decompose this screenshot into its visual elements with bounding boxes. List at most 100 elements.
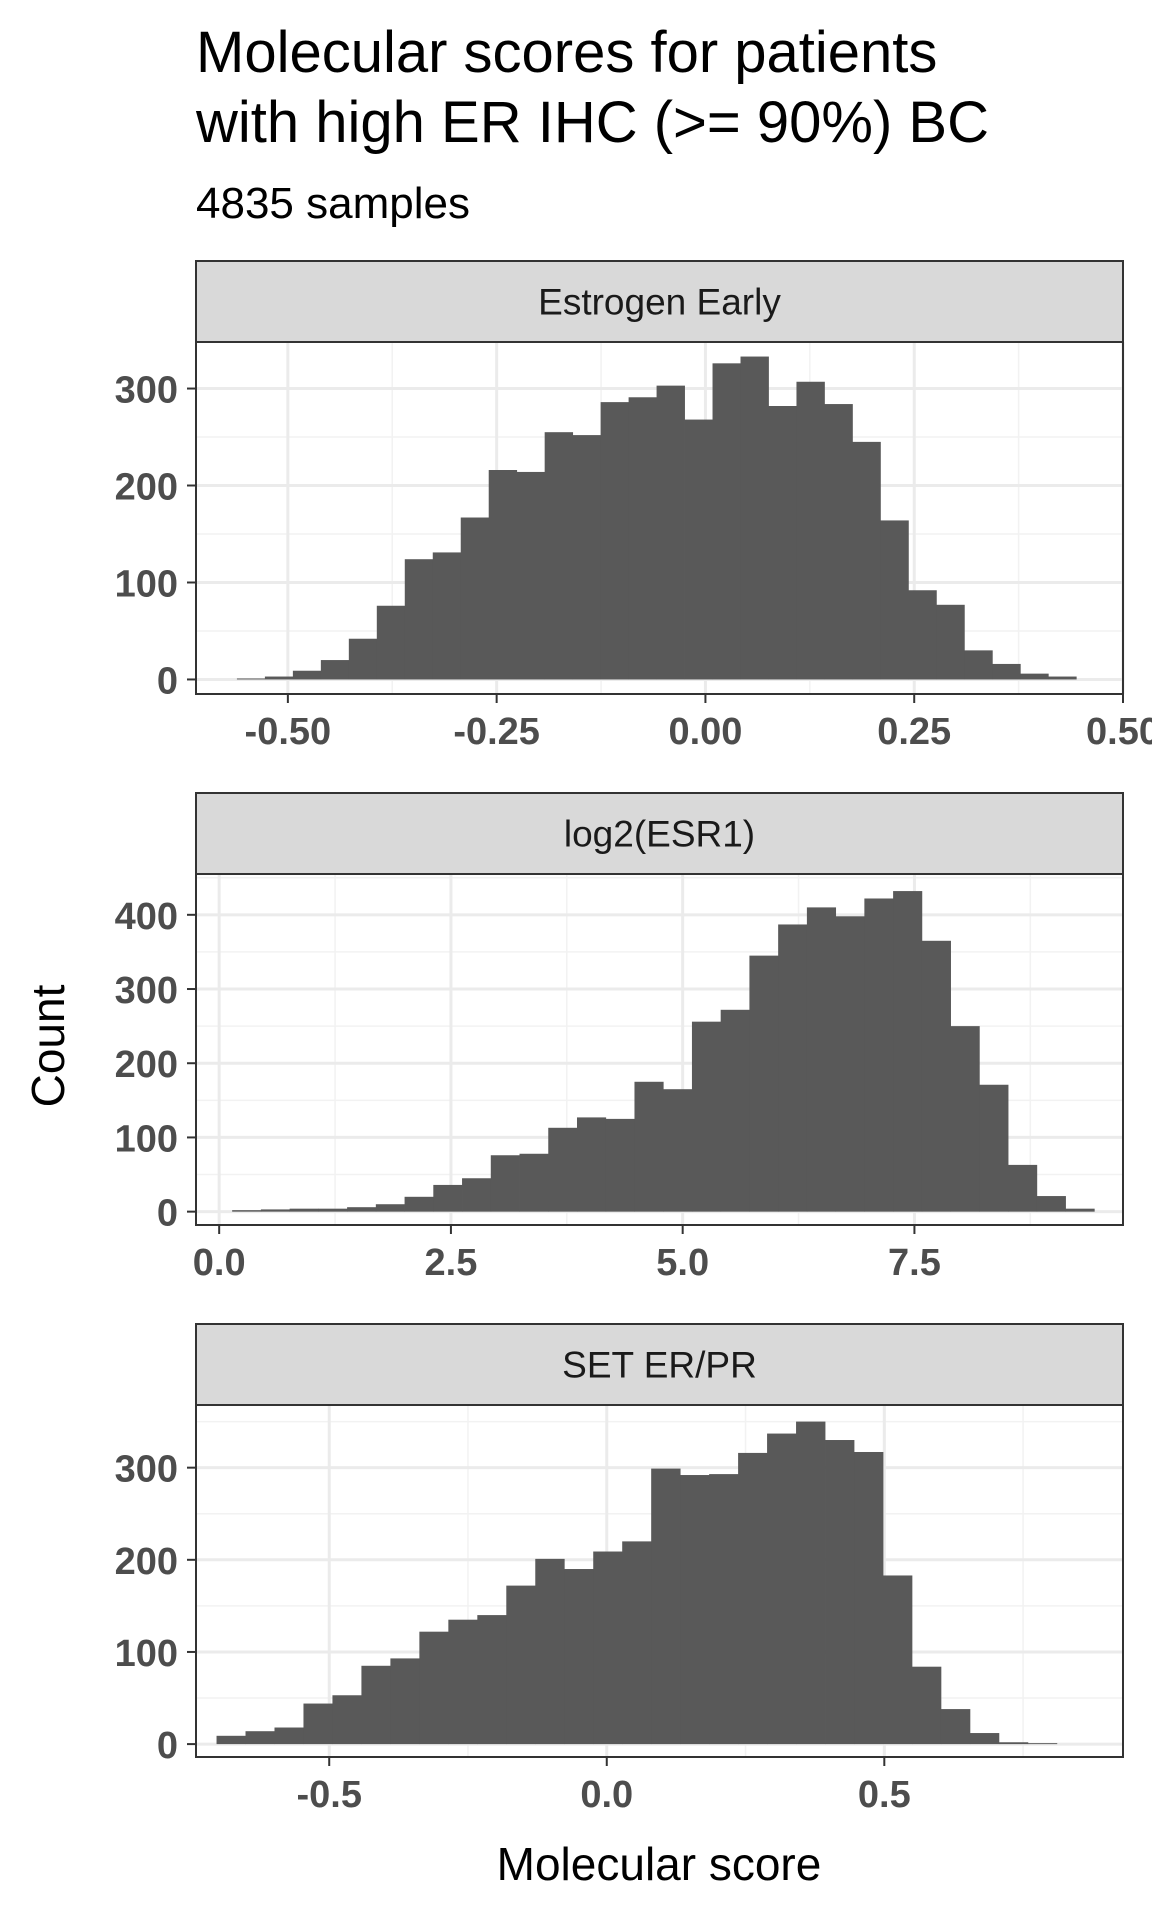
histogram-bar	[1036, 1196, 1066, 1212]
histogram-bar	[320, 660, 350, 680]
histogram-bar	[348, 638, 378, 680]
histogram-bar	[796, 1421, 826, 1745]
histogram-bar	[940, 1709, 971, 1745]
histogram-bar	[1020, 673, 1049, 680]
histogram-bar	[651, 1468, 681, 1745]
histogram-bar	[663, 1089, 693, 1212]
histogram-bar	[332, 1695, 362, 1745]
histogram-bar	[433, 1184, 463, 1212]
histogram-bar	[593, 1551, 623, 1745]
facet-panels: Estrogen Early -0.50 -0.25 0.0 0 0.25 0.50 0 100…	[115, 260, 1152, 1816]
histogram-bar	[824, 404, 853, 680]
histogram-bar	[390, 1658, 420, 1745]
facet-strip	[195, 260, 1124, 343]
histogram-bar	[1008, 1164, 1038, 1212]
panel-border	[195, 1404, 1124, 1758]
histogram-bar	[998, 1742, 1029, 1745]
histogram-bar	[806, 907, 837, 1212]
panel-2: log2(ESR1) 0.0 2.5 5.0 7.5 0 100 200 300 400	[115, 792, 1124, 1284]
histogram-bar	[260, 1209, 291, 1212]
histogram-bar	[605, 1118, 635, 1212]
histogram-bar	[992, 663, 1021, 680]
histogram-bar	[576, 1117, 607, 1212]
histogram-bar	[712, 363, 741, 680]
panel-border	[195, 873, 1124, 1226]
panel-3: SET ER/PR -0.5 0.0 0.5 0 100 200 300	[115, 1323, 1124, 1816]
histogram-bar	[680, 1475, 710, 1745]
histogram-bar	[852, 441, 881, 680]
histogram-bar	[361, 1665, 391, 1745]
y-tick-label: 100	[115, 563, 178, 605]
histogram-bar	[236, 678, 266, 680]
histogram-bar	[264, 676, 294, 680]
histogram-bar	[740, 356, 769, 680]
histogram-bar	[691, 1021, 722, 1212]
histogram-bar	[548, 1127, 578, 1212]
histogram-bar	[292, 670, 322, 680]
histogram-bar	[768, 406, 797, 680]
y-tick-label: 200	[115, 1044, 178, 1086]
y-tick-label: 300	[115, 970, 178, 1012]
histogram-bar	[684, 419, 713, 680]
histogram-bar	[767, 1433, 797, 1745]
histogram-bar	[622, 1541, 652, 1745]
x-tick-label: 0.0	[193, 1242, 246, 1284]
x-tick-label: -0.50	[245, 711, 332, 753]
histogram-bar	[1048, 676, 1077, 680]
histogram-bar	[825, 1440, 855, 1745]
y-tick-label: 0	[157, 660, 178, 702]
histogram-bar	[448, 1619, 478, 1745]
histogram-bar	[1065, 1208, 1095, 1212]
x-tick-label: 0.25	[877, 711, 951, 753]
histogram-bar	[347, 1207, 377, 1212]
histogram-bar	[921, 940, 951, 1212]
histogram-bar	[318, 1208, 348, 1212]
histogram-bar	[488, 470, 518, 680]
histogram-bar	[376, 605, 406, 680]
facet-strip-label: Estrogen Early	[538, 282, 781, 323]
y-axis-title: Count	[22, 984, 74, 1107]
histogram-bar	[375, 1204, 405, 1212]
histogram-bar	[880, 520, 909, 680]
x-tick-label: 7.5	[888, 1242, 941, 1284]
histogram-bar	[738, 1452, 768, 1745]
histogram-bar	[477, 1615, 507, 1745]
x-tick-label: 2.5	[425, 1242, 478, 1284]
histogram-bar	[519, 1153, 549, 1212]
y-tick-label: 0	[157, 1193, 178, 1235]
chart-subtitle: 4835 samples	[196, 179, 470, 228]
panel-1: Estrogen Early -0.50 -0.25 0.00 0.25 0.50 0 100…	[115, 260, 1152, 753]
histogram-bar	[634, 1081, 664, 1212]
histogram-bar	[490, 1155, 520, 1212]
histogram-bar	[950, 1026, 980, 1212]
histogram-bar	[720, 1009, 750, 1212]
histogram-bar	[232, 1210, 262, 1212]
histogram-bar	[1027, 1743, 1058, 1745]
histogram-bar	[964, 650, 993, 680]
y-tick-label: 100	[115, 1633, 178, 1675]
y-tick-label: 100	[115, 1118, 178, 1160]
histogram-bar	[656, 385, 685, 680]
histogram-bar	[506, 1585, 536, 1745]
histogram-bar	[908, 590, 937, 680]
histogram-bar	[911, 1666, 942, 1745]
x-tick-label: 0.50	[1086, 711, 1152, 753]
histogram-bar	[628, 397, 657, 680]
histogram-bar	[572, 435, 602, 680]
x-tick-label: -0.5	[296, 1774, 361, 1816]
histogram-bar	[709, 1474, 739, 1745]
chart-title-line-2: with high ER IHC (>= 90%) BC	[195, 90, 989, 155]
histogram-bar	[460, 517, 490, 680]
histogram-bar	[564, 1569, 594, 1745]
histogram-bar	[432, 552, 462, 680]
x-tick-label: 0.5	[858, 1774, 911, 1816]
chart-title-line-1: Molecular scores for patients	[196, 20, 937, 85]
x-tick-label: 0.0	[580, 1774, 633, 1816]
histogram-bar	[516, 471, 546, 680]
x-tick-label: -0.25	[453, 711, 540, 753]
y-tick-label: 300	[115, 1449, 178, 1491]
histogram-bar	[882, 1575, 913, 1745]
histogram-bar	[936, 604, 965, 680]
histogram-bar	[979, 1084, 1009, 1212]
